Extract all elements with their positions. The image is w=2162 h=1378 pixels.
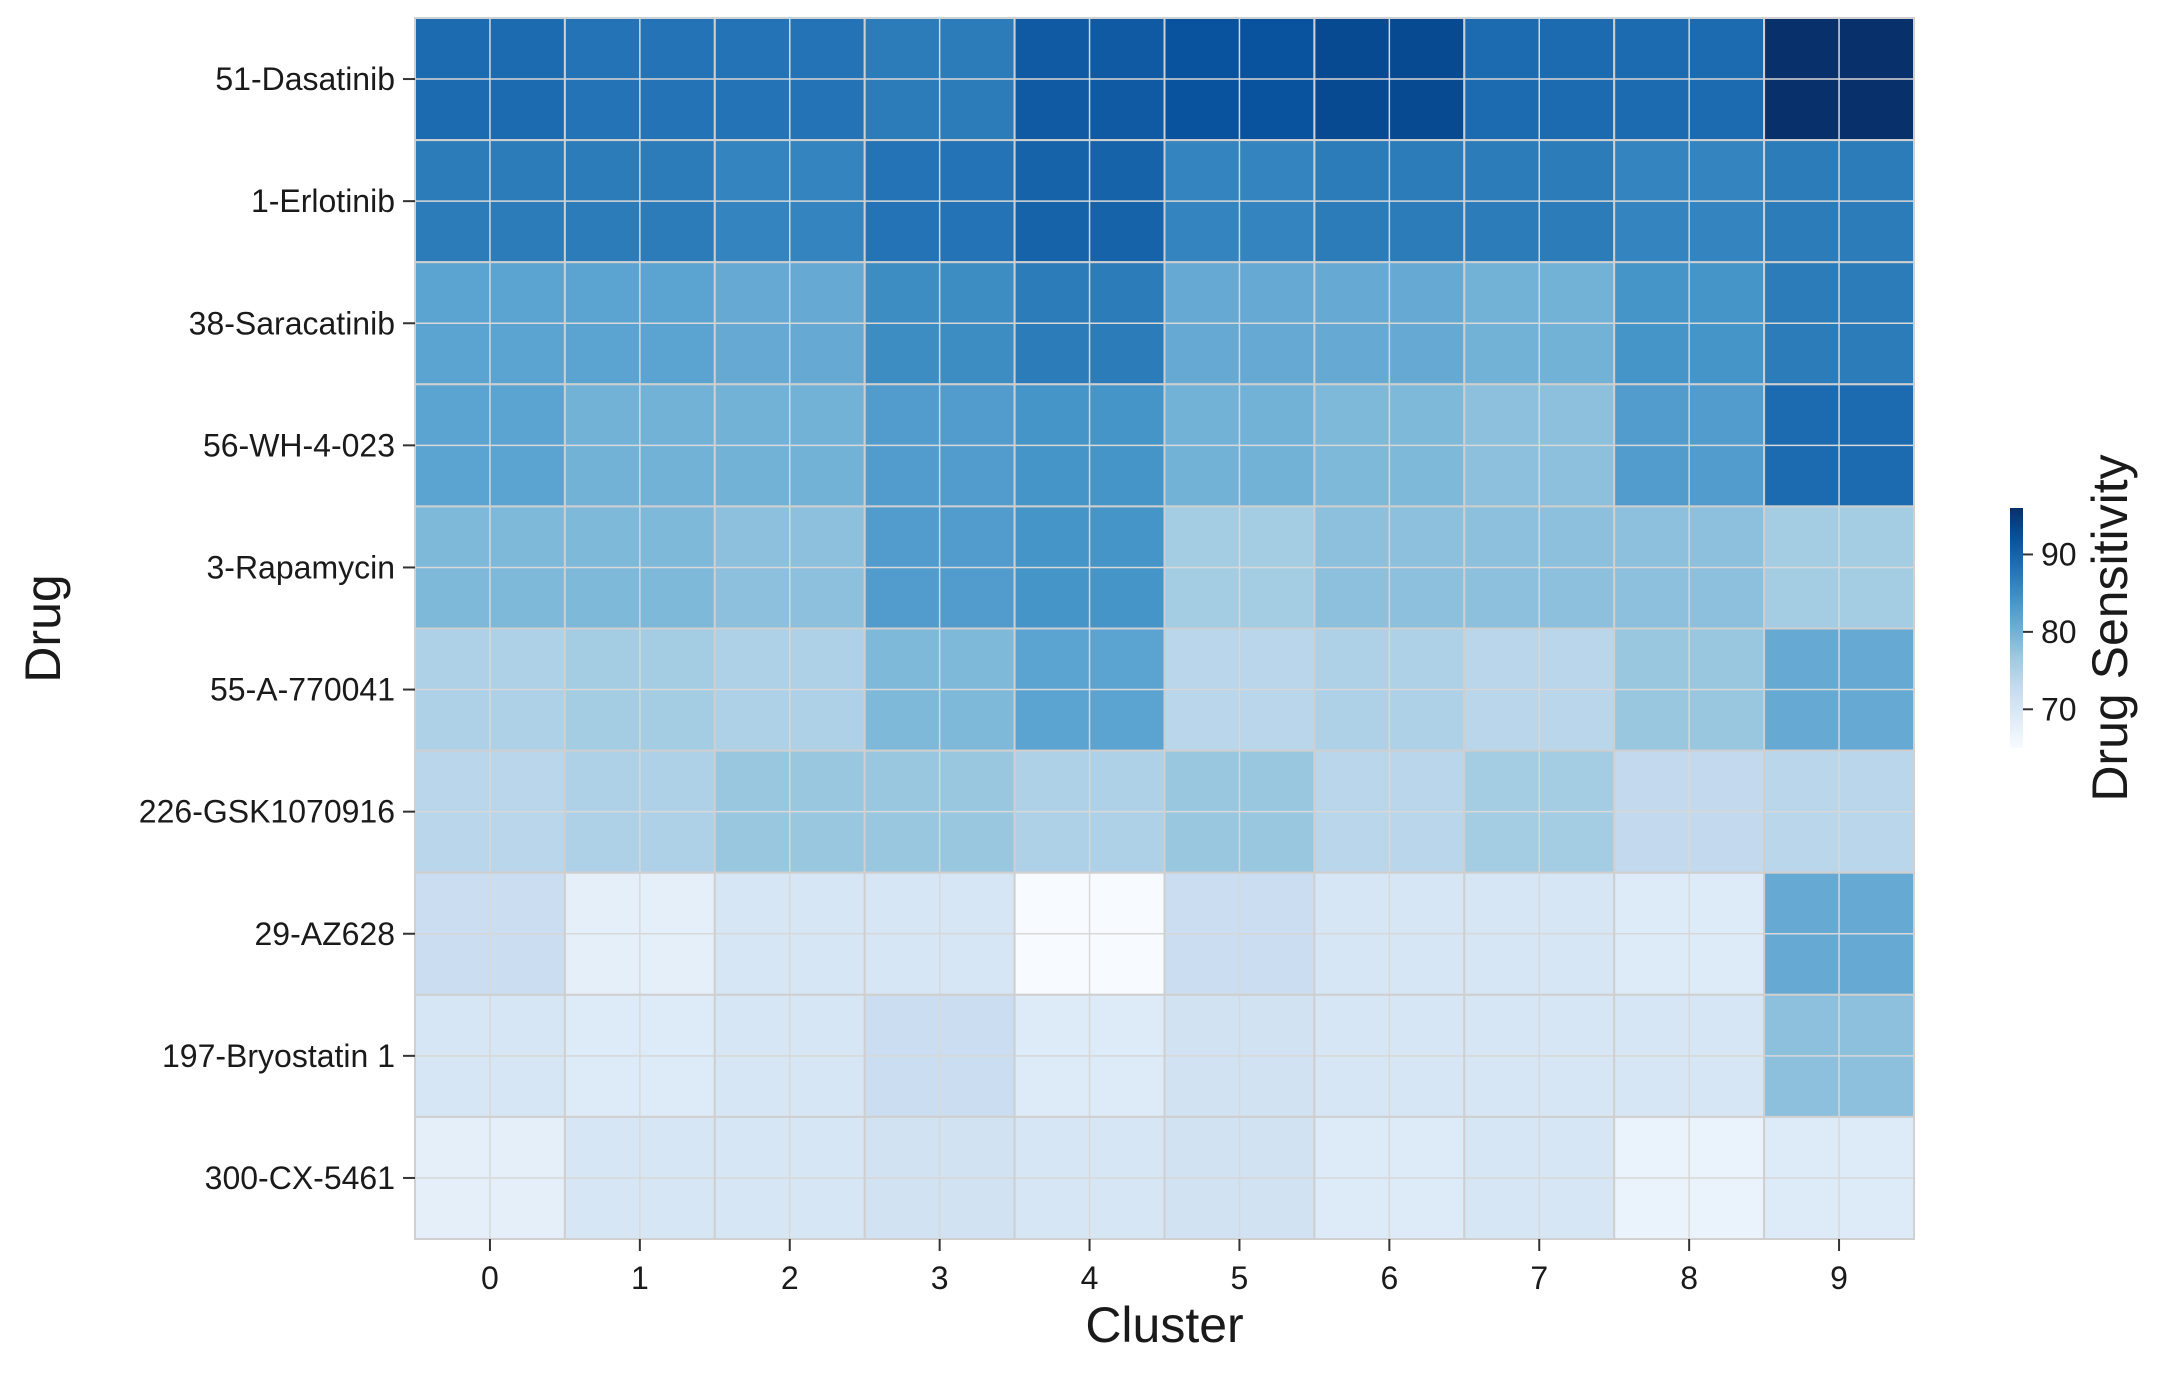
y-tick-label: 1-Erlotinib: [251, 183, 395, 219]
colorbar: 70 80 90 Drug Sensitivity: [2010, 454, 2138, 802]
y-axis-ticks: 51-Dasatinib 1-Erlotinib 38-Saracatinib 56-…: [139, 61, 415, 1196]
x-tick-label: 0: [481, 1260, 499, 1296]
x-tick-label: 4: [1081, 1260, 1099, 1296]
x-tick-label: 3: [931, 1260, 949, 1296]
x-tick-label: 2: [781, 1260, 799, 1296]
y-tick-label: 300-CX-5461: [205, 1160, 395, 1196]
plot-border: [414, 17, 1915, 1240]
colorbar-title: Drug Sensitivity: [2082, 454, 2138, 801]
y-tick-label: 38-Saracatinib: [189, 305, 395, 341]
x-tick-label: 7: [1530, 1260, 1548, 1296]
x-tick-label: 8: [1680, 1260, 1698, 1296]
colorbar-gradient: [2010, 508, 2023, 748]
x-tick-label: 1: [631, 1260, 649, 1296]
colorbar-ticks: 70 80 90: [2023, 536, 2077, 727]
colorbar-tick-label: 90: [2041, 536, 2077, 572]
y-tick-label: 29-AZ628: [254, 916, 395, 952]
colorbar-tick-label: 70: [2041, 691, 2077, 727]
y-tick-label: 226-GSK1070916: [139, 794, 395, 830]
y-tick-label: 3-Rapamycin: [206, 549, 395, 585]
heatmap-cells: [414, 17, 1915, 1241]
x-axis-ticks: 0 1 2 3 4 5 6 7 8 9: [481, 1239, 1848, 1296]
y-tick-label: 55-A-770041: [210, 672, 395, 708]
colorbar-tick-label: 80: [2041, 614, 2077, 650]
y-tick-label: 51-Dasatinib: [215, 61, 395, 97]
y-tick-label: 56-WH-4-023: [203, 427, 395, 463]
x-axis-title: Cluster: [1085, 1297, 1243, 1353]
y-axis-title: Drug: [15, 574, 71, 682]
x-tick-label: 5: [1231, 1260, 1249, 1296]
x-tick-label: 6: [1380, 1260, 1398, 1296]
y-tick-label: 197-Bryostatin 1: [162, 1038, 395, 1074]
x-tick-label: 9: [1830, 1260, 1848, 1296]
